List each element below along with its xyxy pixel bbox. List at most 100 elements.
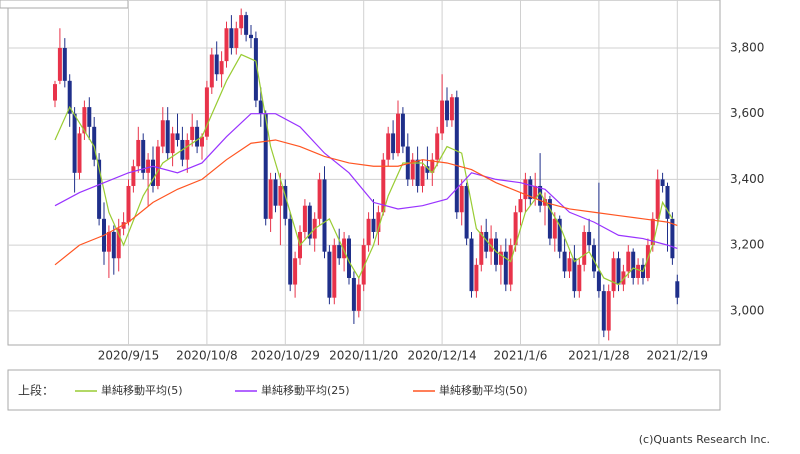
candle-body bbox=[400, 113, 405, 147]
candle-body bbox=[391, 133, 396, 154]
candle-body bbox=[498, 251, 503, 265]
candle-body bbox=[420, 166, 425, 186]
candle-body bbox=[449, 97, 454, 121]
candle-body bbox=[376, 212, 381, 232]
candle-body bbox=[322, 179, 327, 252]
candle-body bbox=[219, 61, 224, 75]
x-tick-label: 2020/11/20 bbox=[329, 349, 398, 363]
candle-body bbox=[195, 126, 200, 147]
candle-body bbox=[381, 159, 386, 213]
candle-body bbox=[621, 271, 626, 285]
candle-body bbox=[533, 185, 538, 200]
candle-body bbox=[278, 185, 283, 206]
x-tick-label: 2020/10/8 bbox=[176, 349, 238, 363]
candle-body bbox=[636, 264, 641, 278]
candle-body bbox=[503, 251, 508, 285]
candle-body bbox=[332, 245, 337, 298]
candle-body bbox=[616, 258, 621, 285]
candle-body bbox=[239, 15, 244, 29]
candle-body bbox=[268, 179, 273, 219]
candle-body bbox=[347, 238, 351, 278]
candle-body bbox=[131, 166, 136, 186]
candle-body bbox=[53, 84, 57, 101]
candle-body bbox=[415, 159, 420, 186]
candle-body bbox=[302, 205, 307, 232]
candle-body bbox=[513, 212, 518, 246]
candle-body bbox=[155, 146, 160, 186]
candle-body bbox=[57, 47, 62, 81]
candle-body bbox=[351, 277, 356, 311]
candle-body bbox=[508, 245, 513, 285]
candle-body bbox=[273, 179, 278, 206]
candle-body bbox=[92, 126, 97, 160]
candle-body bbox=[469, 238, 474, 292]
candle-body bbox=[244, 15, 249, 35]
y-tick-label: 3,400 bbox=[730, 172, 764, 186]
candle-body bbox=[386, 133, 391, 160]
candle-body bbox=[650, 218, 655, 246]
candle-body bbox=[410, 159, 415, 180]
candle-body bbox=[479, 231, 484, 265]
candle-body bbox=[454, 97, 459, 213]
candle-body bbox=[547, 199, 552, 239]
candle-body bbox=[356, 284, 361, 311]
candle-body bbox=[552, 218, 557, 239]
candle-body bbox=[253, 38, 258, 101]
candle-body bbox=[665, 185, 670, 219]
candle-body bbox=[611, 258, 616, 292]
ma-line bbox=[54, 53, 673, 286]
candle-body bbox=[538, 185, 543, 206]
candle-body bbox=[283, 185, 288, 219]
candle-body bbox=[258, 100, 263, 114]
candle-body bbox=[214, 54, 219, 75]
y-tick-label: 3,200 bbox=[730, 238, 764, 252]
y-tick-label: 3,800 bbox=[730, 40, 764, 54]
candle-body bbox=[307, 205, 312, 239]
legend-label: 単純移動平均(5) bbox=[101, 383, 183, 397]
candle-body bbox=[518, 199, 523, 213]
candle-body bbox=[200, 136, 204, 147]
candle-body bbox=[582, 231, 587, 265]
candle-body bbox=[523, 179, 528, 200]
candle-body bbox=[435, 133, 440, 160]
candle-body bbox=[459, 185, 464, 213]
candle-body bbox=[631, 251, 636, 278]
candle-body bbox=[327, 251, 332, 298]
candle-body bbox=[342, 238, 347, 259]
candle-body bbox=[484, 231, 489, 252]
candle-body bbox=[263, 113, 268, 219]
ma-line bbox=[54, 113, 678, 249]
candle-body bbox=[209, 54, 214, 88]
candle-body bbox=[106, 231, 111, 252]
x-tick-label: 2020/9/15 bbox=[98, 349, 160, 363]
candle-body bbox=[229, 28, 234, 48]
y-tick-label: 3,000 bbox=[730, 303, 764, 317]
candle-body bbox=[337, 245, 342, 259]
candle-body bbox=[562, 251, 567, 272]
candle-body bbox=[430, 159, 435, 173]
candle-body bbox=[136, 139, 141, 167]
candle-body bbox=[601, 291, 606, 331]
candle-body bbox=[660, 179, 665, 186]
candle-body bbox=[146, 159, 151, 173]
candle-body bbox=[62, 47, 67, 81]
candle-body bbox=[440, 100, 445, 134]
footer: (c)Quants Research Inc. bbox=[639, 433, 770, 446]
candle-body bbox=[361, 245, 366, 285]
candle-body bbox=[474, 264, 479, 292]
y-tick-label: 3,600 bbox=[730, 106, 764, 120]
candle-body bbox=[293, 258, 298, 285]
candle-body bbox=[126, 185, 131, 223]
candle-body bbox=[670, 218, 675, 259]
candle-body bbox=[675, 281, 680, 298]
x-tick-label: 2021/1/6 bbox=[494, 349, 548, 363]
candle-body bbox=[160, 120, 165, 147]
candle-body bbox=[190, 126, 195, 140]
candle-body bbox=[528, 179, 533, 200]
candle-body bbox=[317, 179, 322, 219]
candle-body bbox=[366, 218, 371, 246]
candle-body bbox=[645, 245, 650, 278]
candle-body bbox=[87, 107, 92, 127]
candle-body bbox=[72, 113, 77, 173]
candle-body bbox=[425, 166, 430, 173]
